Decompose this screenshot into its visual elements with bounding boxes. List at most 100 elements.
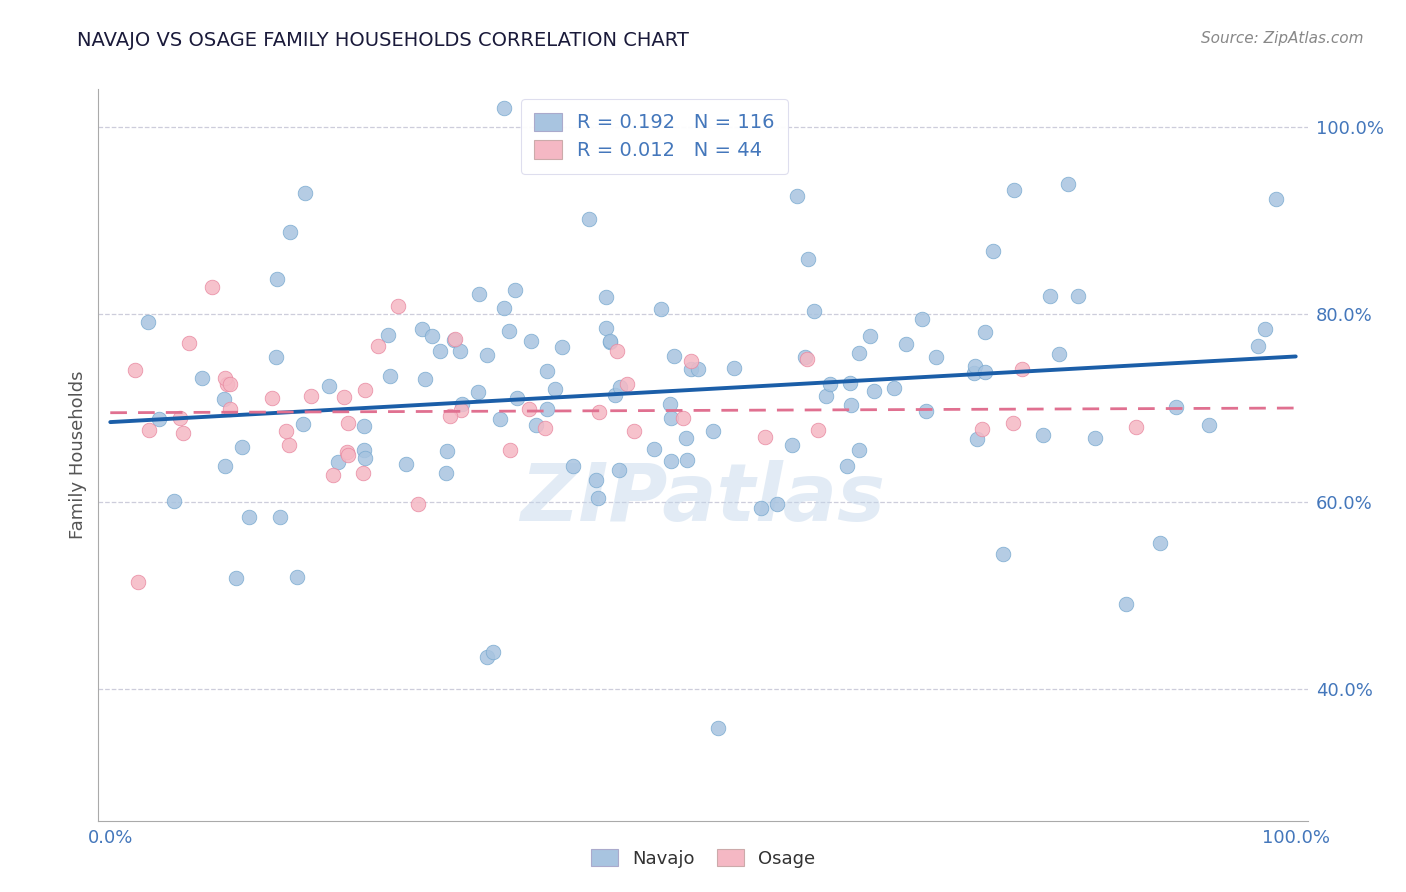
Point <box>588 491 610 505</box>
Point <box>616 376 638 391</box>
Point <box>803 303 825 318</box>
Point <box>609 380 631 394</box>
Point <box>679 353 702 368</box>
Point <box>337 416 360 430</box>
Point <box>468 286 491 301</box>
Point <box>231 440 253 454</box>
Point <box>1115 597 1137 611</box>
Point <box>318 379 340 393</box>
Point <box>148 411 170 425</box>
Point <box>191 371 214 385</box>
Point <box>599 334 621 349</box>
Point <box>322 468 344 483</box>
Point <box>1011 362 1033 376</box>
Point <box>863 384 886 398</box>
Point <box>1198 418 1220 433</box>
Point <box>169 411 191 425</box>
Point <box>269 510 291 524</box>
Point <box>337 448 360 462</box>
Point <box>429 343 451 358</box>
Point <box>536 363 558 377</box>
Point <box>1164 401 1187 415</box>
Point <box>436 443 458 458</box>
Point <box>212 392 235 406</box>
Point <box>981 244 1004 258</box>
Point <box>503 283 526 297</box>
Point <box>965 359 987 373</box>
Point <box>278 225 301 239</box>
Point <box>1125 419 1147 434</box>
Point <box>377 328 399 343</box>
Point <box>924 351 946 365</box>
Point <box>643 442 665 457</box>
Point <box>127 574 149 589</box>
Point <box>1254 322 1277 336</box>
Point <box>218 376 240 391</box>
Point <box>662 349 685 363</box>
Point <box>214 459 236 474</box>
Point <box>299 388 322 402</box>
Point <box>1084 432 1107 446</box>
Text: NAVAJO VS OSAGE FAMILY HOUSEHOLDS CORRELATION CHART: NAVAJO VS OSAGE FAMILY HOUSEHOLDS CORREL… <box>77 31 689 50</box>
Point <box>475 650 498 665</box>
Point <box>274 424 297 438</box>
Point <box>807 423 830 437</box>
Point <box>278 438 301 452</box>
Point <box>434 467 457 481</box>
Point <box>467 384 489 399</box>
Point <box>894 337 917 351</box>
Point <box>661 411 683 425</box>
Point <box>707 721 730 735</box>
Point <box>1032 428 1054 442</box>
Point <box>506 391 529 405</box>
Point <box>422 328 444 343</box>
Text: Source: ZipAtlas.com: Source: ZipAtlas.com <box>1201 31 1364 46</box>
Point <box>676 452 699 467</box>
Point <box>294 186 316 200</box>
Text: ZIPatlas: ZIPatlas <box>520 459 886 538</box>
Point <box>439 409 461 423</box>
Point <box>883 381 905 395</box>
Point <box>395 457 418 471</box>
Point <box>702 425 724 439</box>
Point <box>659 454 682 468</box>
Point <box>797 252 820 266</box>
Point <box>1264 192 1286 206</box>
Point <box>561 458 583 473</box>
Point <box>595 290 617 304</box>
Point <box>551 340 574 354</box>
Point <box>367 338 389 352</box>
Point <box>411 322 433 336</box>
Point <box>336 444 359 458</box>
Point <box>859 329 882 343</box>
Point <box>585 473 607 487</box>
Point <box>488 412 510 426</box>
Point <box>966 433 988 447</box>
Point <box>201 279 224 293</box>
Point <box>765 497 787 511</box>
Point <box>172 426 194 441</box>
Point <box>520 334 543 349</box>
Point <box>578 212 600 227</box>
Point <box>124 363 146 377</box>
Point <box>353 442 375 457</box>
Point <box>814 389 837 403</box>
Point <box>138 423 160 437</box>
Point <box>672 411 695 425</box>
Point <box>238 510 260 524</box>
Point <box>754 430 776 444</box>
Point <box>333 390 356 404</box>
Point <box>848 443 870 458</box>
Point <box>974 325 997 339</box>
Point <box>1067 289 1090 303</box>
Point <box>443 333 465 347</box>
Point <box>818 376 841 391</box>
Point <box>595 321 617 335</box>
Point <box>449 344 471 359</box>
Point <box>915 404 938 418</box>
Point <box>605 344 627 359</box>
Point <box>326 455 349 469</box>
Point <box>378 369 401 384</box>
Point <box>623 424 645 438</box>
Point <box>482 645 505 659</box>
